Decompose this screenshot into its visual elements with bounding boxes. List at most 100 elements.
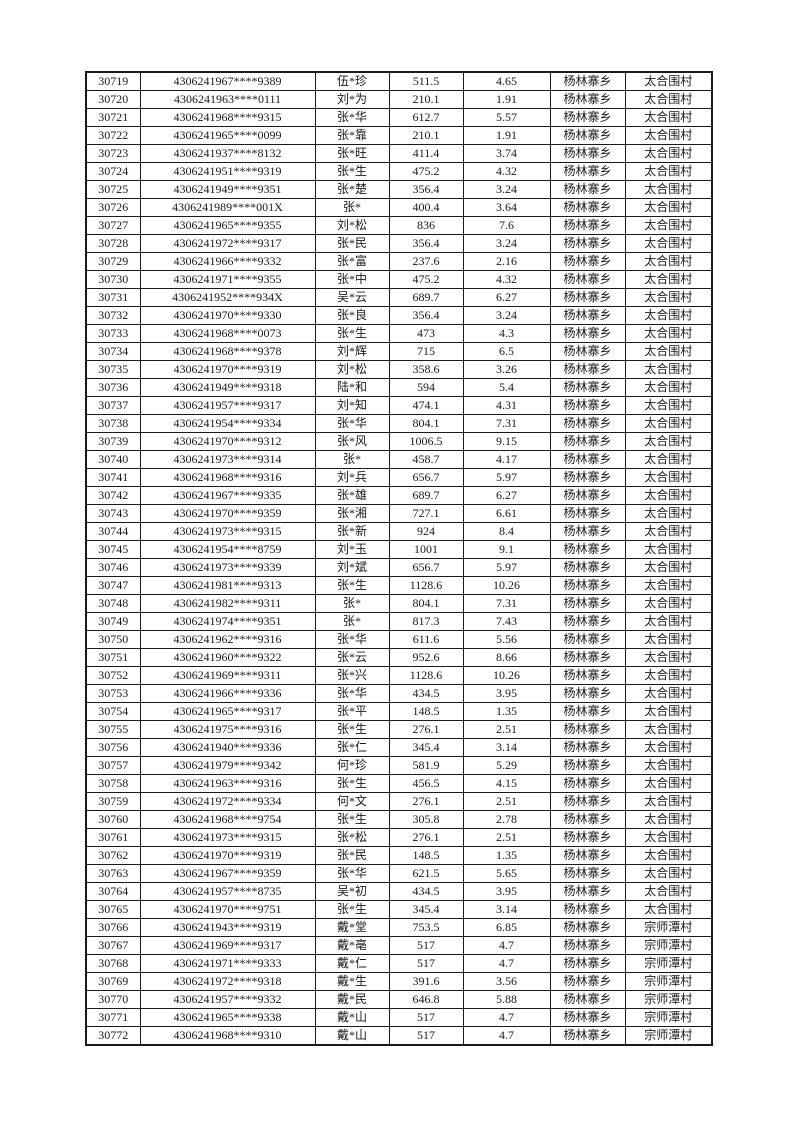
cell-amount: 817.3: [388, 612, 464, 631]
cell-township: 杨林寨乡: [549, 198, 626, 217]
cell-serial-number: 30757: [85, 756, 141, 775]
cell-area: 3.95: [462, 882, 551, 901]
cell-village: 宗师潭村: [624, 954, 713, 973]
cell-township: 杨林寨乡: [549, 270, 626, 289]
cell-township: 杨林寨乡: [549, 936, 626, 955]
cell-person-name: 张*民: [314, 234, 390, 253]
cell-area: 5.65: [462, 864, 551, 883]
cell-township: 杨林寨乡: [549, 486, 626, 505]
cell-village: 太合围村: [624, 360, 713, 379]
table-row: 30743 4306241970****9359 张*湘 727.1 6.61 …: [85, 504, 713, 523]
cell-amount: 237.6: [388, 252, 464, 271]
cell-village: 太合围村: [624, 684, 713, 703]
cell-serial-number: 30734: [85, 342, 141, 361]
cell-village: 太合围村: [624, 846, 713, 865]
table-row: 30759 4306241972****9334 何*文 276.1 2.51 …: [85, 792, 713, 811]
table-row: 30735 4306241970****9319 刘*松 358.6 3.26 …: [85, 360, 713, 379]
cell-serial-number: 30725: [85, 180, 141, 199]
cell-person-name: 张*生: [314, 810, 390, 829]
cell-area: 6.5: [462, 342, 551, 361]
cell-amount: 594: [388, 378, 464, 397]
cell-person-name: 伍*珍: [314, 71, 390, 91]
cell-area: 4.31: [462, 396, 551, 415]
cell-id-card-number: 4306241949****9351: [139, 180, 316, 199]
cell-serial-number: 30753: [85, 684, 141, 703]
cell-id-card-number: 4306241937****8132: [139, 144, 316, 163]
cell-person-name: 刘*辉: [314, 342, 390, 361]
cell-area: 6.61: [462, 504, 551, 523]
cell-id-card-number: 4306241975****9316: [139, 720, 316, 739]
cell-id-card-number: 4306241965****9355: [139, 216, 316, 235]
cell-serial-number: 30750: [85, 630, 141, 649]
cell-serial-number: 30768: [85, 954, 141, 973]
cell-person-name: 刘*知: [314, 396, 390, 415]
cell-id-card-number: 4306241979****9342: [139, 756, 316, 775]
cell-amount: 148.5: [388, 702, 464, 721]
cell-village: 太合围村: [624, 522, 713, 541]
cell-serial-number: 30743: [85, 504, 141, 523]
table-row: 30732 4306241970****9330 张*良 356.4 3.24 …: [85, 306, 713, 325]
cell-village: 太合围村: [624, 270, 713, 289]
cell-amount: 276.1: [388, 792, 464, 811]
cell-amount: 411.4: [388, 144, 464, 163]
cell-id-card-number: 4306241962****9316: [139, 630, 316, 649]
cell-area: 2.51: [462, 792, 551, 811]
cell-serial-number: 30745: [85, 540, 141, 559]
cell-amount: 391.6: [388, 972, 464, 991]
cell-serial-number: 30720: [85, 90, 141, 109]
cell-person-name: 刘*斌: [314, 558, 390, 577]
cell-amount: 475.2: [388, 162, 464, 181]
cell-id-card-number: 4306241968****9754: [139, 810, 316, 829]
cell-area: 4.7: [462, 954, 551, 973]
cell-id-card-number: 4306241967****9389: [139, 71, 316, 91]
cell-amount: 689.7: [388, 486, 464, 505]
table-row: 30745 4306241954****8759 刘*玉 1001 9.1 杨林…: [85, 540, 713, 559]
cell-village: 太合围村: [624, 468, 713, 487]
cell-id-card-number: 4306241963****0111: [139, 90, 316, 109]
subsidy-table: 30719 4306241967****9389 伍*珍 511.5 4.65 …: [85, 71, 713, 1046]
cell-id-card-number: 4306241982****9311: [139, 594, 316, 613]
cell-amount: 804.1: [388, 414, 464, 433]
cell-amount: 345.4: [388, 738, 464, 757]
cell-area: 5.97: [462, 558, 551, 577]
cell-amount: 210.1: [388, 126, 464, 145]
cell-area: 4.32: [462, 162, 551, 181]
cell-township: 杨林寨乡: [549, 342, 626, 361]
cell-serial-number: 30766: [85, 918, 141, 937]
cell-area: 1.91: [462, 126, 551, 145]
cell-serial-number: 30728: [85, 234, 141, 253]
cell-area: 7.6: [462, 216, 551, 235]
cell-township: 杨林寨乡: [549, 414, 626, 433]
cell-person-name: 张*风: [314, 432, 390, 451]
cell-person-name: 张*生: [314, 324, 390, 343]
cell-person-name: 吴*初: [314, 882, 390, 901]
cell-amount: 836: [388, 216, 464, 235]
table-row: 30744 4306241973****9315 张*新 924 8.4 杨林寨…: [85, 522, 713, 541]
cell-person-name: 张*华: [314, 630, 390, 649]
cell-township: 杨林寨乡: [549, 954, 626, 973]
cell-amount: 621.5: [388, 864, 464, 883]
cell-person-name: 张*: [314, 594, 390, 613]
cell-village: 太合围村: [624, 288, 713, 307]
cell-amount: 210.1: [388, 90, 464, 109]
table-row: 30754 4306241965****9317 张*平 148.5 1.35 …: [85, 702, 713, 721]
cell-township: 杨林寨乡: [549, 504, 626, 523]
cell-area: 5.29: [462, 756, 551, 775]
cell-village: 宗师潭村: [624, 1026, 713, 1046]
cell-amount: 1006.5: [388, 432, 464, 451]
table-row: 30748 4306241982****9311 张* 804.1 7.31 杨…: [85, 594, 713, 613]
table-row: 30762 4306241970****9319 张*民 148.5 1.35 …: [85, 846, 713, 865]
cell-village: 太合围村: [624, 234, 713, 253]
cell-village: 太合围村: [624, 252, 713, 271]
cell-serial-number: 30756: [85, 738, 141, 757]
cell-village: 太合围村: [624, 504, 713, 523]
cell-township: 杨林寨乡: [549, 90, 626, 109]
cell-serial-number: 30736: [85, 378, 141, 397]
cell-township: 杨林寨乡: [549, 162, 626, 181]
table-row: 30761 4306241973****9315 张*松 276.1 2.51 …: [85, 828, 713, 847]
cell-id-card-number: 4306241952****934X: [139, 288, 316, 307]
cell-id-card-number: 4306241981****9313: [139, 576, 316, 595]
cell-township: 杨林寨乡: [549, 864, 626, 883]
cell-area: 1.91: [462, 90, 551, 109]
cell-township: 杨林寨乡: [549, 71, 626, 91]
